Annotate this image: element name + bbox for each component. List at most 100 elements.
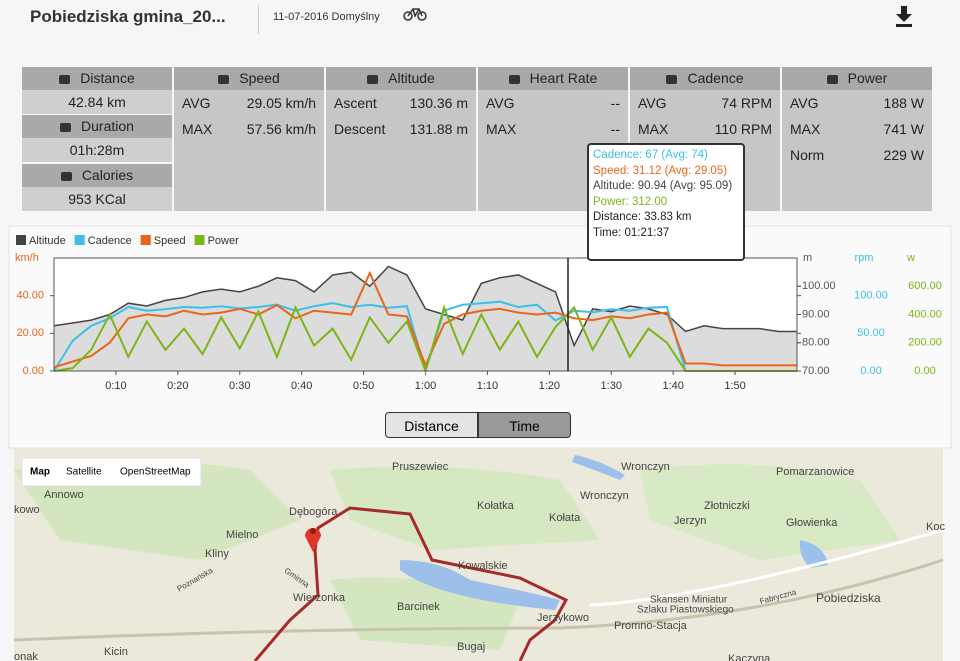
stat-value: 130.36 m (409, 95, 468, 111)
stat-label: Norm (790, 147, 825, 163)
chart-tooltip: Cadence: 67 (Avg: 74) Speed: 31.12 (Avg: … (587, 143, 745, 261)
stat-title: Power (782, 67, 932, 90)
legend-swatch (140, 235, 151, 245)
stat-label: MAX (638, 121, 669, 137)
x-tick-label: 0:20 (167, 380, 188, 392)
icon (218, 74, 230, 84)
icon (666, 74, 678, 84)
map-label: Koc (926, 521, 945, 533)
stat-value: 57.56 km/h (246, 121, 316, 137)
toggle-distance[interactable]: Distance (385, 412, 478, 438)
stat-value: 74 RPM (721, 95, 772, 111)
map-lake (400, 560, 560, 610)
map: Map Satellite OpenStreetMap Pruszewiec W… (13, 448, 945, 661)
map-label: Barcinek (397, 601, 440, 613)
map-label: Mielno (226, 529, 258, 541)
map-forest (330, 466, 600, 550)
stat-label: Descent (334, 121, 386, 137)
y-tick-label: 100.00 (802, 280, 836, 292)
tooltip-line: Distance: 33.83 km (593, 211, 692, 223)
map-label: Kliny (205, 548, 229, 560)
tooltip-line: Time: 01:21:37 (593, 226, 670, 239)
summary-label: Distance (22, 67, 172, 90)
x-tick-label: 1:20 (539, 380, 560, 392)
summary-label: Duration (22, 115, 172, 138)
legend-label[interactable]: Altitude (29, 235, 66, 247)
map-label: Szlaku Piastowskiego (637, 605, 734, 616)
map-label: Jerzyn (674, 515, 706, 527)
stat-row: Ascent 130.36 m (334, 95, 468, 111)
stat-row: AVG -- (486, 95, 620, 111)
y-tick-label: 600.00 (908, 280, 942, 292)
map-road (13, 558, 944, 642)
map-type-button[interactable]: OpenStreetMap (120, 467, 191, 478)
x-tick-label: 0:50 (353, 380, 374, 392)
map-label: Kowalskie (458, 560, 508, 572)
legend-label[interactable]: Cadence (88, 235, 132, 247)
icon (367, 74, 379, 84)
legend-label[interactable]: Power (208, 235, 240, 247)
stat-row: MAX 110 RPM (638, 121, 772, 137)
stat-label: AVG (486, 95, 515, 111)
stat-title: Heart Rate (478, 67, 628, 90)
toggle-time[interactable]: Time (478, 412, 571, 438)
stat-row: AVG 188 W (790, 95, 924, 111)
map-label: Kołatka (477, 500, 515, 512)
y-tick-label: 0.00 (23, 365, 44, 377)
legend-label[interactable]: Speed (154, 235, 186, 247)
map-marker (305, 528, 321, 552)
x-tick-label: 1:40 (662, 380, 683, 392)
icon (60, 122, 72, 132)
stat-row: Descent 131.88 m (334, 121, 468, 137)
stat-label: Ascent (334, 95, 377, 111)
map-label: Wierzonka (293, 592, 346, 604)
download-button[interactable] (895, 6, 913, 28)
stat-value: 29.05 km/h (246, 95, 316, 111)
map-label: Promno-Stacja (614, 620, 688, 632)
stat-label: MAX (486, 121, 517, 137)
summary-value: 42.84 km (22, 90, 172, 114)
summary-value: 01h:28m (22, 138, 172, 162)
map-label: Dębogóra (289, 506, 338, 518)
stat-row: MAX 741 W (790, 121, 924, 137)
x-tick-label: 1:10 (477, 380, 498, 392)
tooltip-line: Cadence: 67 (Avg: 74) (593, 149, 708, 161)
x-tick-label: 0:30 (229, 380, 250, 392)
axis-title: km/h (15, 252, 39, 264)
icon (60, 171, 72, 181)
map-road (589, 528, 944, 607)
divider (258, 5, 259, 34)
stat-body: AVG 188 W MAX 741 W Norm 229 W (782, 90, 932, 211)
map-label: Pobiedziska (816, 591, 881, 605)
map-label: Bugaj (457, 641, 485, 653)
stat-row: AVG 29.05 km/h (182, 95, 316, 111)
map-label: Pomarzanowice (776, 466, 854, 478)
legend-swatch (16, 235, 26, 245)
map-label: kowo (14, 504, 40, 516)
series-line (53, 265, 797, 348)
map-type-button[interactable]: Map (30, 467, 50, 478)
stat-value: -- (610, 121, 620, 137)
stat-title: Altitude (326, 67, 476, 90)
map-label: Kołata (549, 512, 581, 524)
series-line (53, 270, 797, 369)
tooltip-line: Altitude: 90.94 (Avg: 95.09) (593, 180, 733, 192)
summary-label: Calories (22, 164, 172, 187)
summary-value: 953 KCal (22, 187, 172, 211)
map-type-control (21, 457, 202, 487)
stat-body: AVG 29.05 km/h MAX 57.56 km/h (174, 90, 324, 211)
stat-title: Cadence (630, 67, 780, 90)
y-tick-label: 70.00 (802, 365, 830, 377)
y-tick-label: 0.00 (860, 365, 881, 377)
tooltip-line: Speed: 31.12 (Avg: 29.05) (593, 164, 728, 177)
stat-row: AVG 74 RPM (638, 95, 772, 111)
x-tick-label: 0:40 (291, 380, 312, 392)
map-type-button[interactable]: Satellite (66, 467, 102, 478)
x-tick-label: 1:50 (724, 380, 745, 392)
y-tick-label: 200.00 (908, 337, 942, 349)
map-label: Wronczyn (621, 461, 670, 473)
map-label: Złotniczki (704, 500, 750, 512)
icon (508, 74, 520, 84)
